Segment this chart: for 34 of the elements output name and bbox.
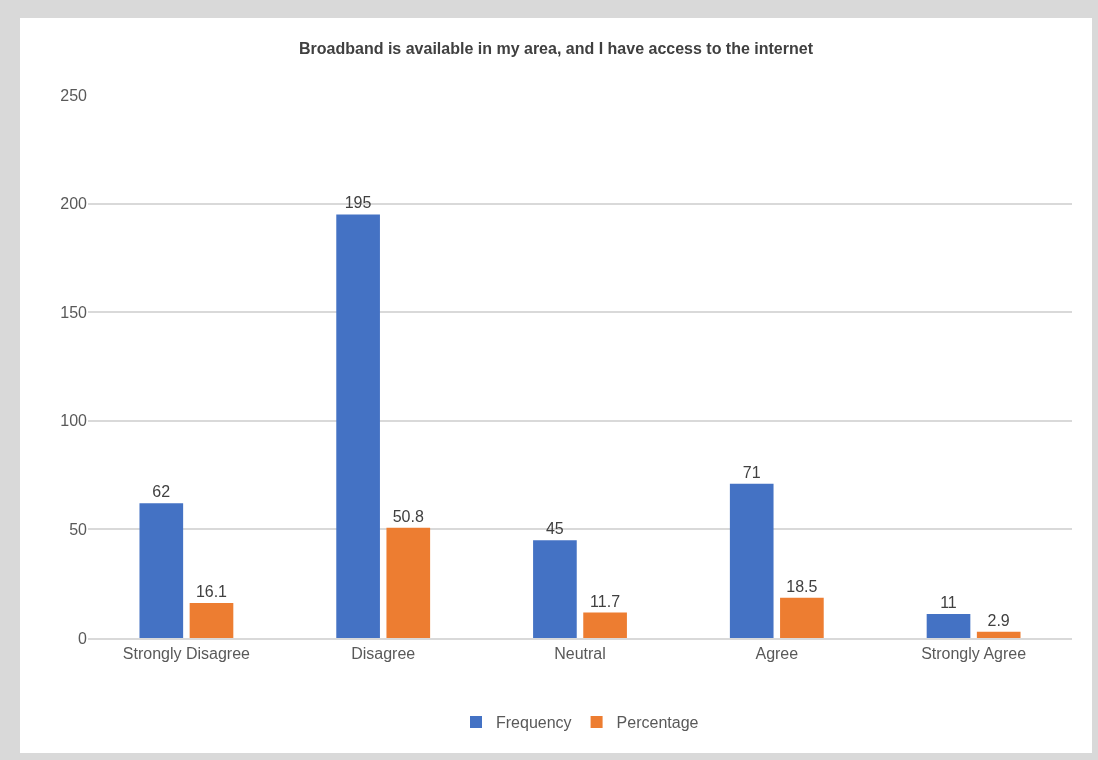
bar bbox=[926, 614, 971, 638]
bar bbox=[533, 540, 577, 638]
data-label: 195 bbox=[344, 194, 372, 212]
legend-label: Frequency bbox=[496, 714, 572, 732]
bar bbox=[139, 503, 184, 638]
bar bbox=[336, 214, 380, 638]
bar bbox=[583, 612, 627, 638]
x-tick-label: Neutral bbox=[554, 644, 606, 662]
data-label: 62 bbox=[152, 483, 171, 501]
x-tick-label: Disagree bbox=[351, 644, 416, 662]
y-tick-label: 250 bbox=[60, 86, 88, 104]
data-label: 11.7 bbox=[590, 592, 621, 610]
chart-title: Broadband is available in my area, and I have access to the internet bbox=[299, 39, 814, 57]
bar bbox=[189, 603, 234, 638]
data-label: 50.8 bbox=[392, 507, 424, 525]
legend-label: Percentage bbox=[616, 714, 699, 732]
data-label: 45 bbox=[545, 520, 564, 538]
bar bbox=[729, 483, 774, 638]
x-tick-label: Strongly Disagree bbox=[122, 644, 251, 662]
y-tick-label: 150 bbox=[60, 303, 88, 321]
y-tick-label: 50 bbox=[69, 521, 88, 538]
y-tick-label: 200 bbox=[60, 195, 88, 213]
x-tick-label: Strongly Agree bbox=[921, 644, 1027, 662]
data-label: 18.5 bbox=[786, 577, 818, 595]
x-tick-label: Agree bbox=[755, 644, 799, 662]
bar bbox=[386, 527, 431, 638]
y-tick-label: 100 bbox=[60, 412, 88, 430]
bar bbox=[976, 631, 1021, 638]
bar bbox=[780, 597, 824, 638]
data-label: 71 bbox=[742, 463, 761, 481]
data-label: 2.9 bbox=[987, 611, 1010, 629]
y-tick-label: 0 bbox=[78, 629, 88, 647]
data-label: 16.1 bbox=[195, 583, 228, 601]
data-label: 11 bbox=[940, 594, 957, 612]
